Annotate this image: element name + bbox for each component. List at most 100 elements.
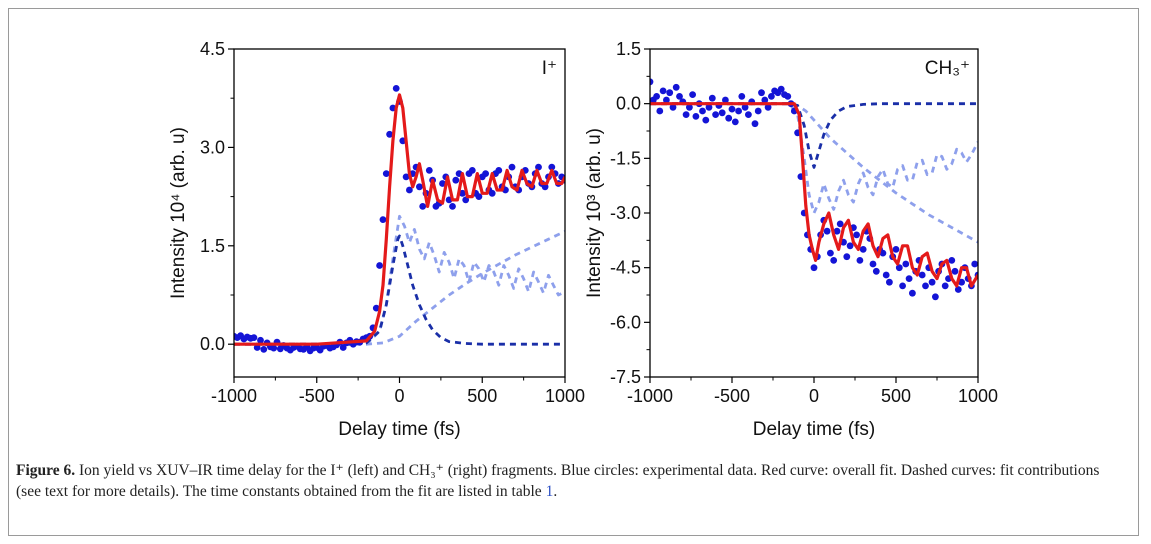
data-point <box>656 107 664 115</box>
data-point <box>718 109 726 117</box>
data-point <box>859 246 867 253</box>
y-axis-label: Intensity 10³ (arb. u) <box>584 128 605 298</box>
x-axis-label: Delay time (fs) <box>338 419 460 440</box>
series-dash-light-decay <box>650 102 978 244</box>
x-tick-label: 500 <box>881 386 911 406</box>
data-point <box>653 93 660 100</box>
data-point <box>833 227 841 235</box>
data-point <box>928 278 936 286</box>
data-point <box>468 167 476 174</box>
x-tick-label: 1000 <box>545 386 585 406</box>
data-point <box>941 282 949 290</box>
data-point <box>853 231 860 239</box>
data-point <box>836 220 844 228</box>
data-point <box>508 163 516 171</box>
data-point <box>899 282 906 290</box>
data-point <box>650 78 654 86</box>
series-overall-fit <box>650 102 978 288</box>
data-point <box>666 89 674 97</box>
data-point <box>669 103 677 111</box>
data-point <box>495 167 503 174</box>
data-point <box>879 249 887 257</box>
data-point <box>686 103 693 111</box>
panel-label: I⁺ <box>542 58 557 79</box>
data-point <box>459 189 466 197</box>
data-point <box>745 111 752 118</box>
caption-label: Figure 6. <box>16 462 76 479</box>
data-point <box>402 173 410 181</box>
data-point <box>452 176 460 184</box>
x-tick-label: -1000 <box>627 386 673 406</box>
y-tick-label: -7.5 <box>610 367 641 387</box>
data-point <box>722 96 729 104</box>
data-point <box>482 170 489 178</box>
data-point <box>682 111 690 118</box>
data-point <box>918 271 926 279</box>
data-point <box>475 193 483 201</box>
y-axis-label: Intensity 10⁴ (arb. u) <box>168 127 189 299</box>
data-point <box>702 116 710 124</box>
data-point <box>971 260 978 268</box>
data-point <box>425 167 433 174</box>
x-tick-label: -500 <box>714 386 750 406</box>
data-point <box>872 267 880 275</box>
data-point <box>830 257 838 264</box>
data-point <box>676 93 683 100</box>
x-tick-label: 0 <box>809 386 819 406</box>
data-point <box>922 282 929 290</box>
figure-caption: Figure 6. Ion yield vs XUV–IR time delay… <box>16 460 1128 502</box>
data-point <box>735 107 742 115</box>
data-point <box>810 264 818 272</box>
y-tick-label: -1.5 <box>610 148 641 168</box>
data-point <box>869 260 877 268</box>
data-point <box>777 85 785 93</box>
series-dash-dark <box>650 102 978 169</box>
data-point <box>895 264 903 272</box>
data-point <box>250 334 258 341</box>
data-point <box>784 93 792 100</box>
data-point <box>270 344 278 352</box>
data-point <box>419 203 427 210</box>
data-point <box>406 186 413 194</box>
x-axis-label: Delay time (fs) <box>753 419 875 440</box>
data-point <box>705 103 713 111</box>
data-point <box>958 278 965 286</box>
table-reference-link[interactable]: 1 <box>545 483 554 500</box>
data-point <box>488 189 496 197</box>
data-point <box>741 103 749 111</box>
y-tick-label: 1.5 <box>616 39 641 59</box>
y-tick-label: -6.0 <box>610 312 641 332</box>
data-point <box>882 271 890 279</box>
y-tick-label: -3.0 <box>610 203 641 223</box>
data-point <box>699 107 706 115</box>
data-point <box>372 304 380 312</box>
data-point <box>892 246 900 253</box>
caption-body: Ion yield vs XUV–IR time delay for the I… <box>16 462 1100 500</box>
data-point <box>754 107 762 115</box>
data-point <box>416 183 423 191</box>
data-point <box>725 114 733 122</box>
data-point <box>382 170 390 178</box>
data-point <box>257 336 264 344</box>
series-overall-fit <box>234 93 565 346</box>
data-point <box>843 253 851 261</box>
data-point <box>846 242 854 250</box>
data-point <box>672 83 680 91</box>
data-point <box>761 96 769 104</box>
data-point <box>535 163 542 171</box>
data-point <box>689 91 696 98</box>
y-tick-label: 0.0 <box>200 334 225 354</box>
data-point <box>827 249 834 257</box>
data-point <box>954 286 962 293</box>
y-tick-label: -4.5 <box>610 258 641 278</box>
data-point <box>951 267 959 275</box>
data-point <box>856 257 864 264</box>
x-tick-label: 1000 <box>958 386 998 406</box>
data-point <box>548 163 556 171</box>
data-point <box>902 260 910 268</box>
x-tick-label: 500 <box>467 386 497 406</box>
data-point <box>731 118 739 126</box>
data-point <box>886 278 893 286</box>
data-point <box>386 130 393 138</box>
